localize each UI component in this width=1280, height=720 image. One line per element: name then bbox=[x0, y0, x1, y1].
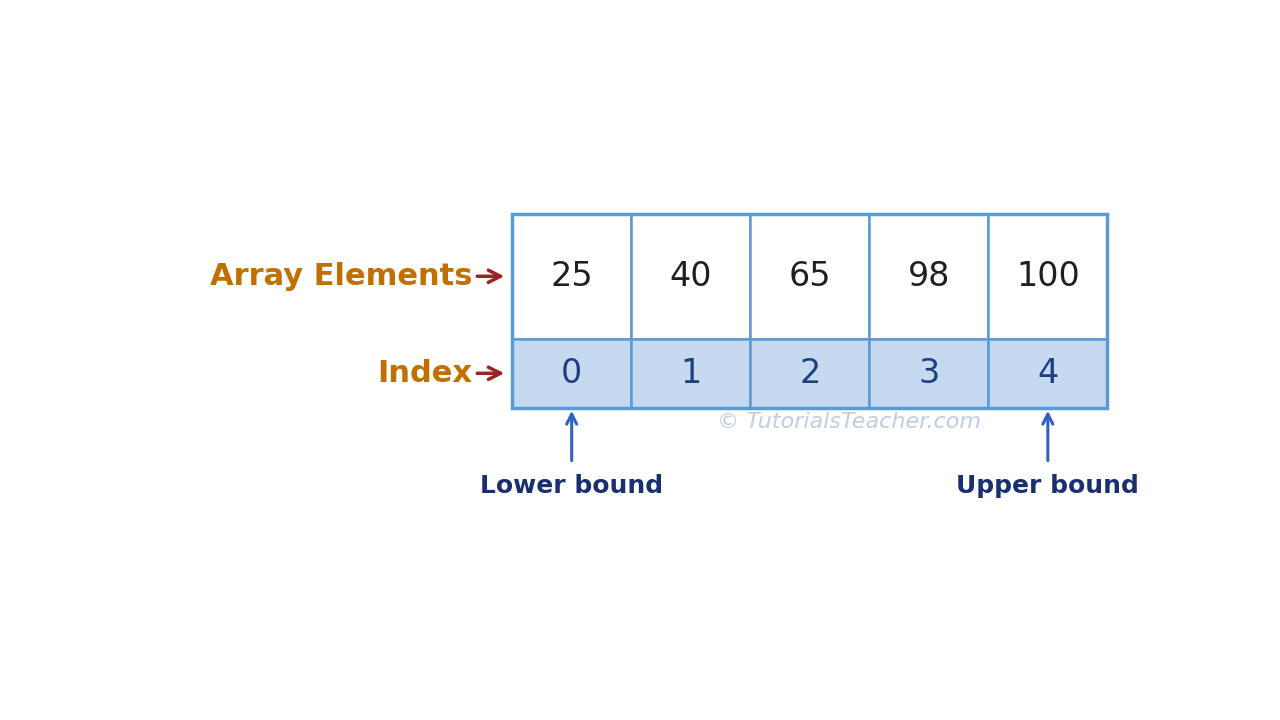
Text: Array Elements: Array Elements bbox=[210, 262, 472, 291]
Text: Index: Index bbox=[378, 359, 472, 388]
Text: 25: 25 bbox=[550, 260, 593, 293]
Bar bbox=[869, 338, 988, 408]
Bar bbox=[988, 214, 1107, 338]
Bar bbox=[512, 214, 631, 338]
Bar bbox=[750, 214, 869, 338]
Bar bbox=[869, 214, 988, 338]
Bar bbox=[750, 338, 869, 408]
Bar bbox=[988, 338, 1107, 408]
Text: 1: 1 bbox=[680, 357, 701, 390]
Text: 100: 100 bbox=[1016, 260, 1080, 293]
Text: 98: 98 bbox=[908, 260, 950, 293]
Text: 0: 0 bbox=[561, 357, 582, 390]
Text: Upper bound: Upper bound bbox=[956, 474, 1139, 498]
Text: Lower bound: Lower bound bbox=[480, 474, 663, 498]
Text: 2: 2 bbox=[799, 357, 820, 390]
Bar bbox=[631, 338, 750, 408]
Text: 3: 3 bbox=[918, 357, 940, 390]
Bar bbox=[512, 214, 1107, 408]
Text: 40: 40 bbox=[669, 260, 712, 293]
Text: 4: 4 bbox=[1037, 357, 1059, 390]
Bar bbox=[512, 338, 631, 408]
Text: 65: 65 bbox=[788, 260, 831, 293]
Bar bbox=[631, 214, 750, 338]
Text: © TutorialsTeacher.com: © TutorialsTeacher.com bbox=[718, 412, 982, 432]
